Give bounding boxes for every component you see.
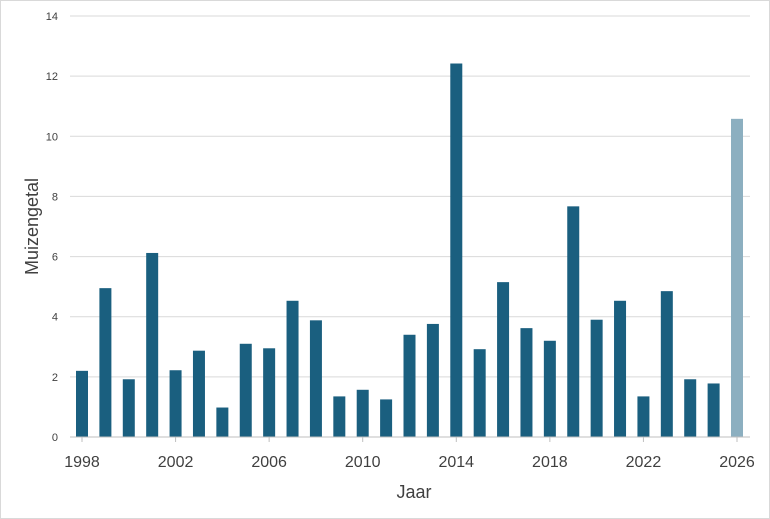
bar-2021 <box>614 300 627 437</box>
x-tick-label: 1998 <box>64 454 100 471</box>
y-tick-label: 0 <box>52 432 58 444</box>
bar-1999 <box>99 288 112 437</box>
bar-2002 <box>169 370 182 437</box>
bar-2011 <box>380 399 393 437</box>
bar-2006 <box>263 348 276 437</box>
y-tick-label: 14 <box>46 11 58 23</box>
bar-2023 <box>660 291 673 437</box>
y-axis-title: Muizengetal <box>22 178 42 275</box>
x-tick-label: 2018 <box>532 454 568 471</box>
bar-2008 <box>309 320 322 437</box>
bar-2016 <box>497 282 510 437</box>
bar-2009 <box>333 396 346 437</box>
bar-2019 <box>567 206 580 437</box>
bar-2010 <box>356 389 369 437</box>
x-tick-label: 2006 <box>251 454 287 471</box>
bar-2026 <box>731 118 743 437</box>
bar-2001 <box>146 252 159 437</box>
x-axis-title: Jaar <box>396 482 431 502</box>
bar-2022 <box>637 396 650 437</box>
bar-2015 <box>473 349 486 437</box>
bar-2014 <box>450 63 463 437</box>
bar-2017 <box>520 328 533 437</box>
y-tick-label: 8 <box>52 191 58 203</box>
axes <box>70 436 750 442</box>
bar-2018 <box>543 340 556 437</box>
tick-labels: 0 2 4 6 8 10 12 14 1998 2002 2006 2010 2014 2018 2022 2… <box>46 11 755 471</box>
bar-2012 <box>403 334 416 437</box>
x-tick-label: 2026 <box>719 454 755 471</box>
x-tick-label: 2010 <box>345 454 381 471</box>
y-tick-label: 6 <box>52 252 58 264</box>
bar-2000 <box>122 379 135 437</box>
bar-2025 <box>707 383 720 437</box>
bar-2013 <box>426 323 439 437</box>
y-tick-label: 4 <box>52 312 58 324</box>
bar-2024 <box>684 379 697 437</box>
x-tick-label: 2002 <box>158 454 194 471</box>
y-tick-label: 2 <box>52 372 58 384</box>
grid-lines <box>70 15 750 378</box>
bar-2007 <box>286 300 299 437</box>
y-tick-label: 10 <box>46 131 58 143</box>
bar-2020 <box>590 319 603 437</box>
bar-2004 <box>216 407 229 437</box>
bar-2003 <box>192 350 205 437</box>
bar-1998 <box>76 370 88 437</box>
bar-2005 <box>239 343 252 437</box>
bars <box>76 63 743 437</box>
x-tick-label: 2014 <box>438 454 474 471</box>
y-tick-label: 12 <box>46 71 58 83</box>
x-tick-label: 2022 <box>626 454 662 471</box>
